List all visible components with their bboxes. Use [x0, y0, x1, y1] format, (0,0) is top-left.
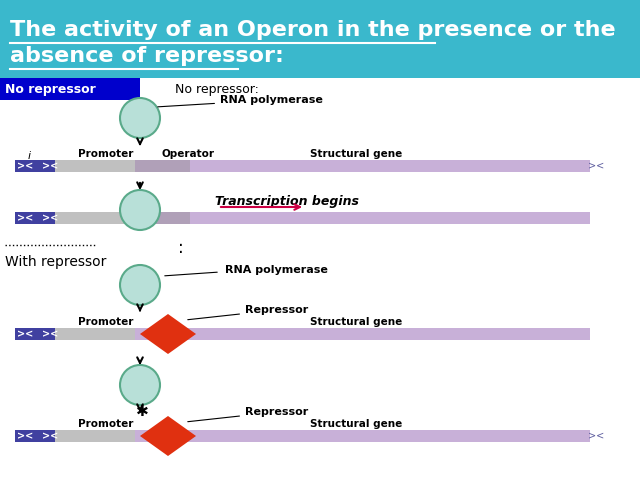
Text: absence of repressor:: absence of repressor:: [10, 46, 284, 66]
Text: ><: ><: [42, 431, 58, 441]
FancyBboxPatch shape: [135, 430, 590, 442]
FancyBboxPatch shape: [15, 212, 55, 224]
Text: i: i: [28, 151, 31, 161]
FancyBboxPatch shape: [15, 430, 55, 442]
Polygon shape: [140, 416, 196, 456]
Text: No repressor: No repressor: [5, 83, 96, 96]
FancyBboxPatch shape: [0, 78, 140, 100]
FancyBboxPatch shape: [190, 212, 590, 224]
Circle shape: [120, 98, 160, 138]
Text: ><: ><: [17, 213, 33, 223]
Text: Promoter: Promoter: [78, 149, 133, 159]
FancyBboxPatch shape: [135, 212, 190, 224]
Text: Structural gene: Structural gene: [310, 317, 403, 327]
Circle shape: [120, 365, 160, 405]
Text: Promoter: Promoter: [78, 419, 133, 429]
Text: Structural gene: Structural gene: [310, 419, 403, 429]
Circle shape: [120, 265, 160, 305]
Text: The activity of an Operon in the presence or the: The activity of an Operon in the presenc…: [10, 20, 616, 40]
Text: ><: ><: [17, 431, 33, 441]
FancyBboxPatch shape: [55, 328, 135, 340]
Polygon shape: [140, 314, 196, 354]
Text: With repressor: With repressor: [5, 255, 106, 269]
Text: ><: ><: [17, 329, 33, 339]
FancyBboxPatch shape: [190, 160, 590, 172]
Text: ><: ><: [588, 161, 604, 171]
Text: ><: ><: [588, 431, 604, 441]
Text: Repressor: Repressor: [188, 305, 308, 320]
Text: Repressor: Repressor: [188, 407, 308, 422]
Text: ><: ><: [42, 161, 58, 171]
Text: Transcription begins: Transcription begins: [215, 195, 359, 208]
FancyBboxPatch shape: [135, 160, 190, 172]
Text: RNA polymerase: RNA polymerase: [225, 265, 328, 275]
FancyBboxPatch shape: [15, 160, 55, 172]
FancyBboxPatch shape: [0, 0, 640, 78]
FancyBboxPatch shape: [15, 328, 55, 340]
FancyBboxPatch shape: [190, 212, 560, 224]
Text: Promoter: Promoter: [78, 317, 133, 327]
FancyBboxPatch shape: [55, 160, 135, 172]
Circle shape: [120, 190, 160, 230]
Text: ><: ><: [42, 213, 58, 223]
Text: Structural gene: Structural gene: [310, 149, 403, 159]
FancyBboxPatch shape: [135, 328, 590, 340]
Text: ><: ><: [17, 161, 33, 171]
Text: ✱: ✱: [136, 405, 148, 420]
Text: :: :: [178, 239, 184, 257]
FancyBboxPatch shape: [55, 212, 135, 224]
Text: ><: ><: [42, 329, 58, 339]
Text: Operator: Operator: [162, 149, 215, 159]
Text: No repressor:: No repressor:: [175, 83, 259, 96]
FancyBboxPatch shape: [55, 430, 135, 442]
Text: RNA polymerase: RNA polymerase: [158, 95, 323, 107]
